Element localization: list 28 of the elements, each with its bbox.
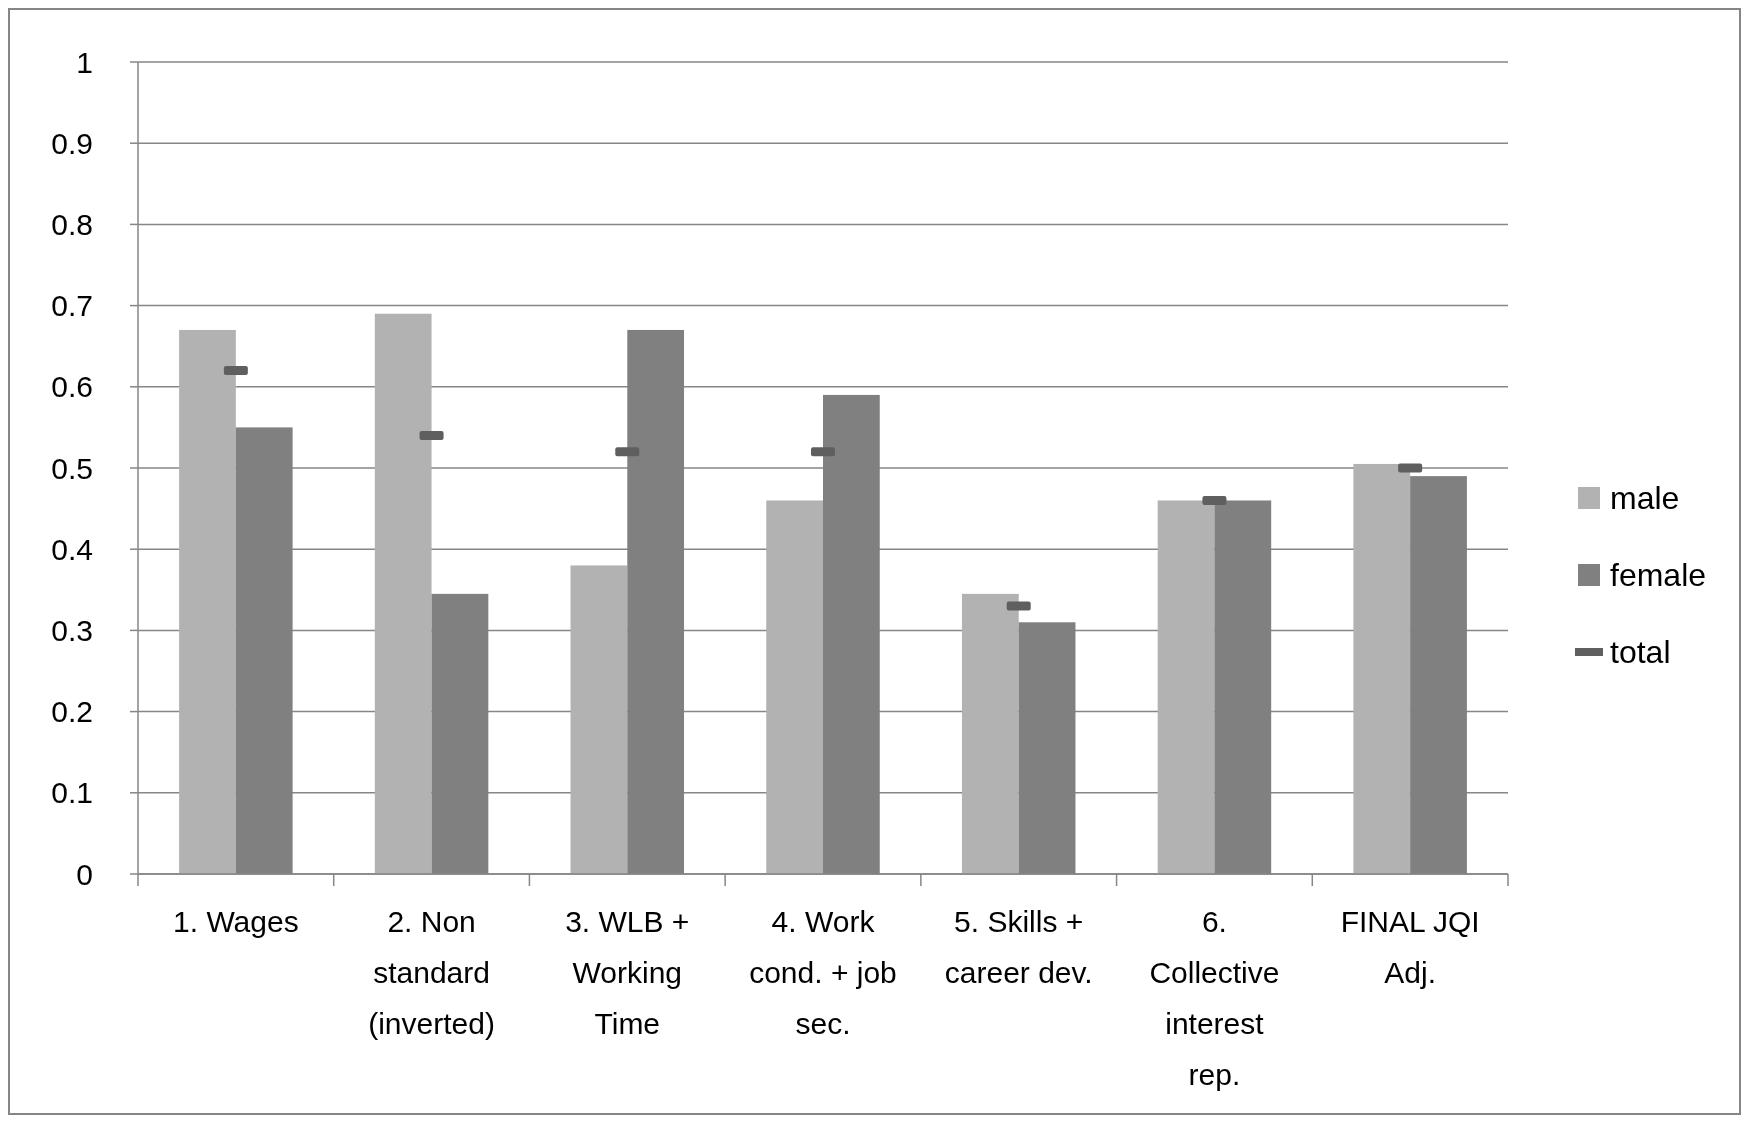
bar: [179, 329, 236, 874]
legend-label: total: [1610, 634, 1671, 671]
x-tick-label: 5. Skills + career dev.: [944, 905, 1093, 989]
bar: [1157, 500, 1215, 874]
y-tick-label: 0.8: [51, 207, 93, 241]
bar: [961, 593, 1019, 874]
x-tick-label: FINAL JQI Adj.: [1340, 905, 1480, 989]
x-tick-label: 2. Non standard (inverted): [368, 905, 495, 1040]
x-tick-label: 1. Wages: [173, 905, 299, 938]
y-tick-label: 0.6: [51, 370, 93, 404]
y-tick-label: 1: [76, 45, 93, 79]
bar: [766, 500, 823, 874]
y-tick-label: 0.3: [51, 613, 93, 647]
y-tick-label: 0.7: [51, 289, 93, 323]
bar: [570, 565, 628, 874]
bar: [1353, 463, 1411, 874]
bar: [374, 313, 432, 874]
y-tick-label: 0.4: [51, 532, 93, 566]
y-tick-label: 0: [76, 857, 93, 891]
y-tick-label: 0.5: [51, 451, 93, 485]
x-tick-label: 4. Work cond. + job sec.: [749, 905, 897, 1040]
y-tick-label: 0.1: [51, 776, 93, 810]
legend-label: male: [1610, 480, 1680, 517]
x-tick-label: 3. WLB + Working Time: [565, 905, 690, 1040]
y-tick-label: 0.9: [51, 126, 93, 160]
x-tick-label: 6. Collective interest rep.: [1149, 905, 1280, 1091]
y-tick-label: 0.2: [51, 695, 93, 729]
legend-label: female: [1610, 557, 1707, 594]
